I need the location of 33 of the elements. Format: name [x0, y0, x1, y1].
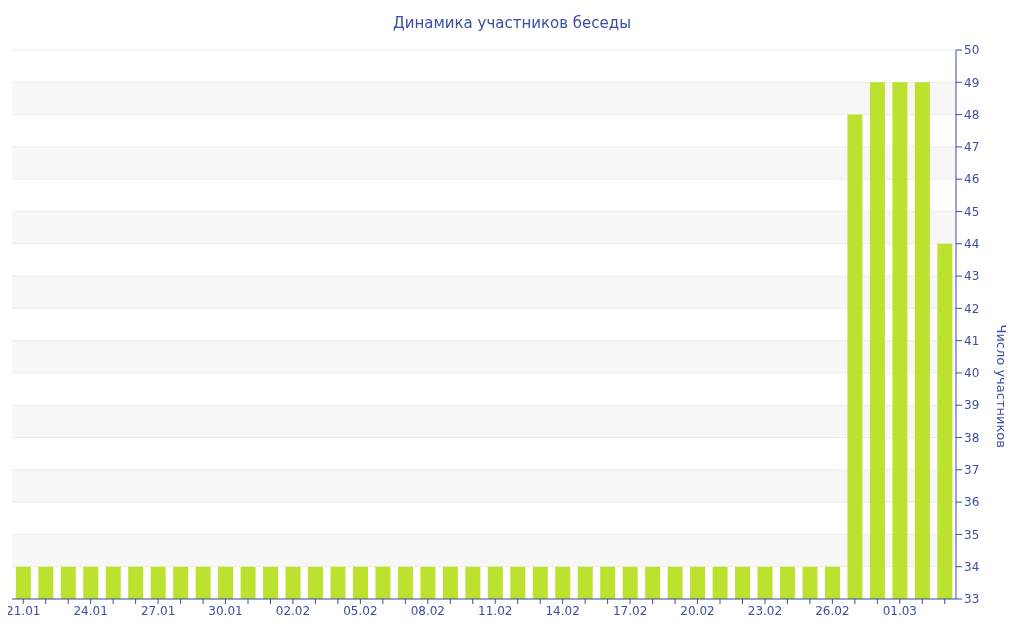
y-tick-label: 42: [964, 301, 980, 316]
y-tick-label: 49: [964, 75, 980, 90]
y-tick-label: 43: [964, 269, 980, 284]
y-tick-label: 35: [964, 527, 980, 542]
y-tick-label: 44: [964, 237, 980, 252]
x-tick-label: 11.02: [478, 603, 513, 618]
y-tick-label: 41: [964, 333, 980, 348]
x-tick-label: 08.02: [410, 603, 445, 618]
y-tick-label: 37: [964, 463, 980, 478]
y-tick-label: 48: [964, 107, 980, 122]
y-tick-label: 45: [964, 204, 980, 219]
x-tick-label: 14.02: [545, 603, 580, 618]
x-tick-label: 30.01: [208, 603, 243, 618]
x-tick-label: 26.02: [815, 603, 850, 618]
y-tick-label: 47: [964, 140, 980, 155]
y-tick-label: 50: [964, 43, 980, 58]
x-tick-label: 05.02: [343, 603, 378, 618]
y-axis-title: Число участников: [994, 324, 1010, 448]
x-tick-label: 23.02: [747, 603, 783, 618]
y-tick-label: 36: [964, 495, 980, 510]
y-tick-label: 39: [964, 398, 980, 413]
y-tick-label: 33: [964, 592, 980, 607]
x-tick-label: 17.02: [612, 603, 648, 618]
y-tick-label: 34: [964, 559, 980, 574]
x-tick-label: 24.01: [73, 603, 108, 618]
y-tick-label: 46: [964, 172, 980, 187]
y-tick-label: 38: [964, 430, 980, 445]
x-tick-label: 27.01: [140, 603, 176, 618]
chart-title: Динамика участников беседы: [391, 13, 632, 34]
x-tick-label: 20.02: [680, 603, 715, 618]
x-tick-label: 01.03: [882, 603, 917, 618]
y-tick-label: 40: [964, 366, 980, 381]
x-tick-label: 02.02: [275, 603, 311, 618]
